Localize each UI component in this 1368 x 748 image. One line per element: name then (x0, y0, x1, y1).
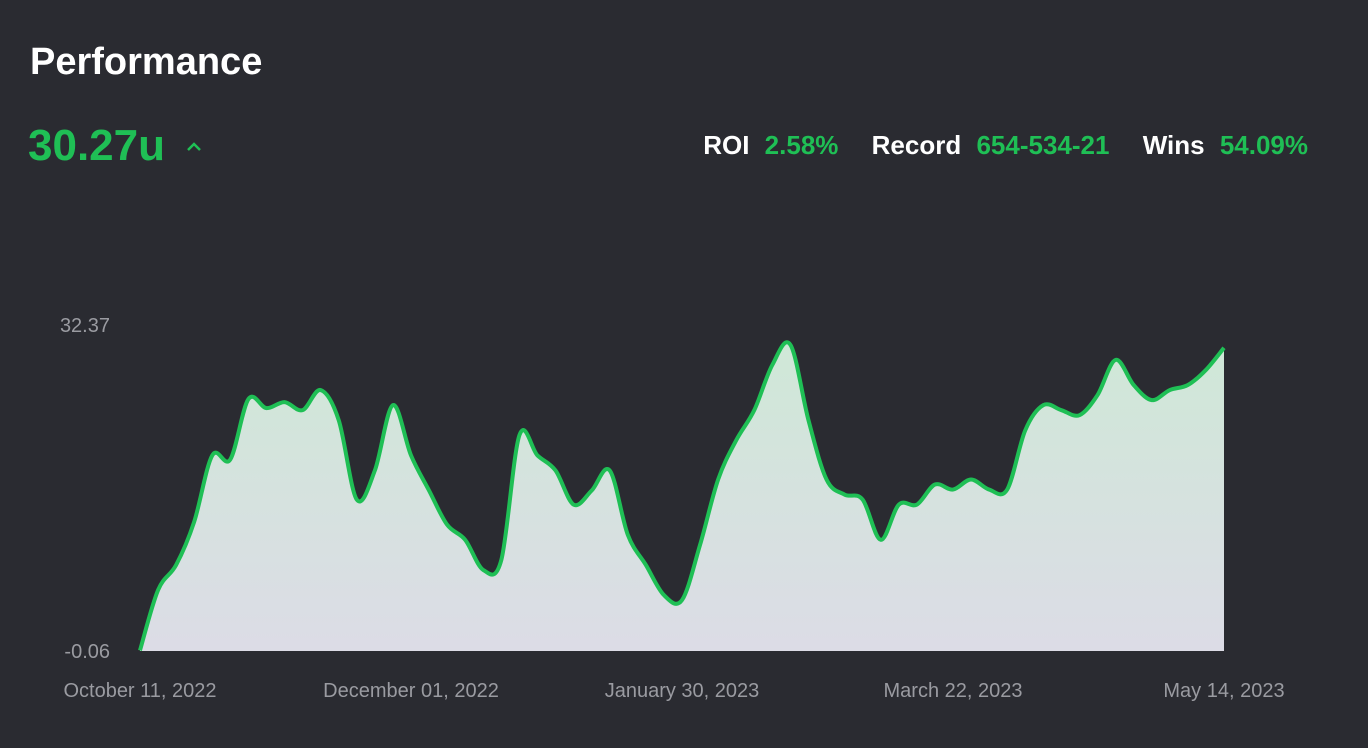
y-tick-label: 32.37 (60, 315, 110, 337)
total-units: 30.27u (28, 121, 165, 170)
area-fill (140, 342, 1224, 651)
stat-value: 654-534-21 (976, 130, 1109, 160)
stat-label: ROI (703, 130, 749, 160)
x-tick-label: December 01, 2022 (323, 680, 499, 702)
stat-value: 2.58% (765, 130, 839, 160)
up-caret (187, 142, 201, 151)
stats: ROI 2.58% Record 654-534-21 Wins 54.09% (703, 130, 1308, 160)
title: Performance (30, 41, 262, 83)
area-line (138, 340, 1226, 651)
x-tick-label: October 11, 2022 (63, 680, 216, 702)
stat-label: Record (872, 130, 962, 160)
x-tick-label: March 22, 2023 (884, 680, 1023, 702)
stat-label: Wins (1143, 130, 1205, 160)
stat-value: 54.09% (1220, 130, 1308, 160)
x-tick-label: January 30, 2023 (605, 680, 760, 702)
y-tick-label: -0.06 (64, 641, 110, 663)
x-tick-label: May 14, 2023 (1163, 680, 1284, 702)
